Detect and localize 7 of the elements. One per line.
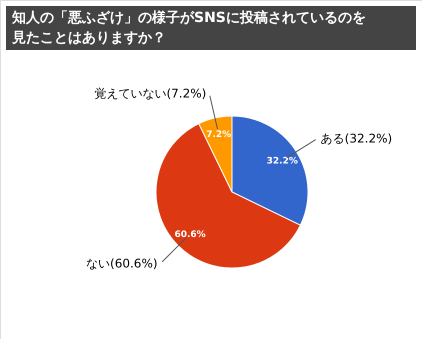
slice-label: ある(32.2%) <box>320 131 392 146</box>
chart-title: 知人の「悪ふざけ」の様子がSNSに投稿されているのを見たことはありますか？ <box>11 9 366 46</box>
slice-label: 覚えていない(7.2%) <box>94 86 206 100</box>
data-label: 7.2% <box>206 130 232 140</box>
data-label: 60.6% <box>174 230 206 240</box>
slice-label: ない(60.6%) <box>86 256 158 270</box>
data-label: 32.2% <box>266 156 298 167</box>
